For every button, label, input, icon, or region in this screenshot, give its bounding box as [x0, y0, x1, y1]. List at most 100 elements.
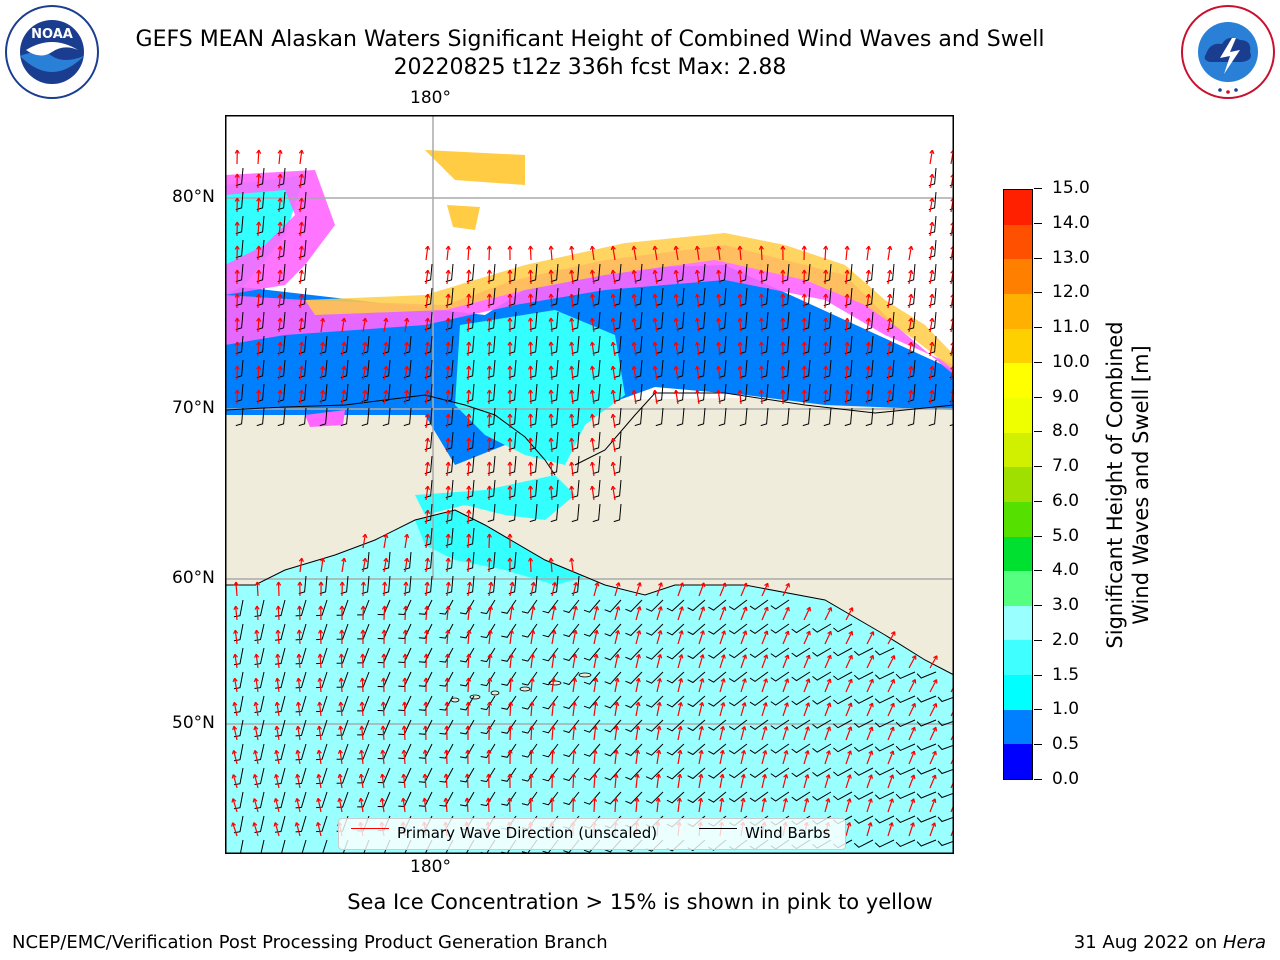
- wave-direction-arrow: [760, 389, 763, 405]
- wave-arrow-head: [444, 701, 450, 706]
- wave-arrow-head: [277, 173, 283, 178]
- map-frame: [225, 115, 954, 854]
- wind-barb: [895, 767, 916, 775]
- wind-barb: [487, 407, 496, 427]
- wave-direction-arrow: [570, 342, 574, 357]
- wave-arrow-head: [694, 389, 700, 395]
- wave-arrow-head: [758, 245, 764, 250]
- wave-arrow-head: [298, 245, 304, 251]
- wave-arrow-head: [908, 293, 914, 299]
- wind-barb: [833, 647, 853, 657]
- wind-barb: [687, 599, 706, 612]
- wind-barb: [418, 695, 433, 711]
- wind-barb: [937, 720, 954, 727]
- wind-barb: [480, 743, 496, 759]
- wave-direction-arrow: [570, 390, 574, 405]
- wind-barb: [833, 719, 853, 729]
- wind-barb: [275, 647, 286, 665]
- wave-arrow-head: [716, 269, 722, 275]
- wind-barb: [666, 767, 685, 780]
- wind-barb: [550, 335, 559, 355]
- wave-arrow-head: [528, 773, 534, 778]
- wind-barb: [592, 503, 601, 523]
- wave-direction-arrow: [929, 174, 933, 189]
- wave-arrow-head: [801, 365, 807, 370]
- wave-arrow-head: [486, 245, 492, 250]
- wave-arrow-head: [317, 629, 324, 634]
- wave-arrow-head: [424, 581, 430, 586]
- wave-direction-arrow: [908, 822, 915, 837]
- wave-arrow-head: [614, 677, 620, 683]
- wave-direction-arrow: [296, 750, 301, 765]
- wave-direction-arrow: [467, 365, 470, 381]
- wave-direction-arrow: [908, 726, 916, 741]
- wave-direction-arrow: [950, 732, 954, 741]
- wave-direction-arrow: [362, 581, 365, 597]
- wave-arrow-head: [383, 365, 389, 371]
- wave-direction-arrow: [446, 414, 450, 429]
- wave-arrow-head: [316, 725, 323, 731]
- wave-arrow-head: [507, 365, 513, 370]
- wind-barb: [592, 311, 601, 331]
- wind-barb: [521, 767, 538, 782]
- wave-direction-arrow: [572, 606, 577, 621]
- wave-direction-arrow: [529, 269, 532, 285]
- wave-direction-arrow: [696, 246, 700, 261]
- wind-barb: [718, 335, 727, 355]
- aleutian-islands: [450, 672, 592, 703]
- wind-barb: [319, 575, 328, 595]
- wave-arrow-head: [801, 269, 807, 274]
- wave-direction-arrow: [551, 654, 555, 669]
- wave-direction-arrow: [466, 773, 469, 789]
- wave-direction-arrow: [446, 342, 450, 357]
- wind-barb: [480, 599, 496, 615]
- wind-barb: [254, 719, 265, 737]
- wave-arrow-head: [298, 149, 304, 155]
- wave-direction-arrow: [717, 318, 721, 333]
- wave-direction-arrow: [739, 318, 742, 333]
- wave-direction-arrow: [908, 294, 912, 309]
- wave-arrow-head: [253, 725, 259, 731]
- wave-arrow-head: [231, 798, 237, 803]
- wave-direction-arrow: [824, 750, 830, 765]
- wave-direction-arrow: [445, 773, 448, 789]
- wave-direction-arrow: [274, 798, 280, 813]
- wind-barb: [916, 743, 937, 751]
- wave-direction-arrow: [529, 461, 532, 477]
- wind-barb: [592, 383, 601, 403]
- wave-direction-arrow: [677, 678, 682, 693]
- wave-arrow-head: [932, 750, 937, 756]
- colorbar-segment: [1004, 605, 1032, 641]
- wave-arrow-head: [297, 581, 303, 586]
- wind-barb: [604, 623, 622, 637]
- wind-barb: [295, 623, 307, 641]
- wave-arrow-head: [337, 773, 343, 779]
- wind-barb: [895, 815, 916, 823]
- wave-direction-arrow: [275, 774, 280, 789]
- wave-direction-arrow: [739, 246, 742, 261]
- wind-barb: [583, 791, 601, 805]
- wave-direction-arrow: [803, 654, 810, 669]
- wave-direction-arrow: [529, 317, 532, 333]
- wave-direction-arrow: [845, 342, 848, 357]
- wave-arrow-head: [277, 149, 283, 154]
- wave-direction-arrow: [278, 318, 281, 333]
- wind-barb: [645, 743, 664, 756]
- coastline: [225, 392, 954, 676]
- wave-arrow-head: [254, 605, 260, 610]
- wind-barb: [676, 383, 685, 403]
- wave-direction-arrow: [570, 462, 574, 477]
- wave-direction-arrow: [488, 701, 491, 717]
- wave-arrow-head: [404, 317, 410, 323]
- wind-barb: [521, 695, 538, 710]
- wave-direction-arrow: [698, 702, 703, 717]
- wave-arrow-head: [591, 797, 598, 802]
- colorbar-tick: 1.0: [1034, 699, 1079, 719]
- wave-direction-arrow: [719, 774, 724, 789]
- wind-barb: [676, 311, 685, 331]
- wind-barb: [781, 359, 790, 379]
- wave-direction-arrow: [299, 222, 303, 237]
- wind-barb: [749, 719, 769, 731]
- wave-arrow-head: [780, 389, 786, 394]
- wave-arrow-head: [231, 774, 237, 779]
